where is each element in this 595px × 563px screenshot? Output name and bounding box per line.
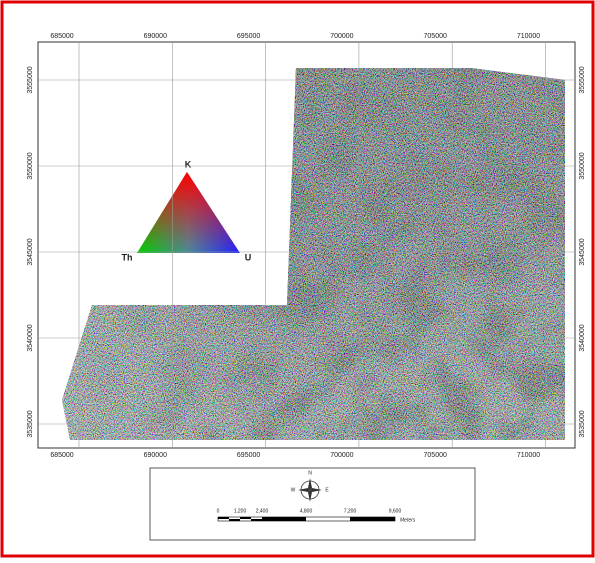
x-tick-label: 700000: [330, 33, 353, 40]
x-tick-label: 705000: [424, 452, 447, 459]
ternary-label: K: [185, 159, 192, 169]
y-tick-label: 3545000: [27, 238, 34, 265]
x-tick-label: 695000: [237, 33, 260, 40]
x-tick-label: 710000: [517, 33, 540, 40]
x-tick-label: 690000: [144, 452, 167, 459]
legend-box: [150, 468, 475, 540]
x-tick-label: 705000: [424, 33, 447, 40]
y-tick-label: 3545000: [579, 238, 586, 265]
y-tick-label: 3555000: [27, 66, 34, 93]
y-tick-label: 3535000: [579, 410, 586, 437]
compass-label: W: [291, 487, 296, 493]
scale-label: 2,400: [256, 508, 269, 514]
ternary-label: U: [245, 252, 252, 262]
scale-bar: [218, 517, 395, 521]
x-tick-label: 710000: [517, 452, 540, 459]
y-tick-label: 3550000: [579, 152, 586, 179]
scale-label: 1,200: [234, 508, 247, 514]
x-tick-label: 700000: [330, 452, 353, 459]
scale-label: 9,600: [389, 508, 402, 514]
map-page: K Th U 685000 685000 690000 690000 695000 695…: [0, 0, 595, 558]
y-tick-label: 3555000: [579, 66, 586, 93]
y-tick-label: 3540000: [27, 324, 34, 351]
scale-label: 4,800: [300, 508, 313, 514]
y-tick-label: 3535000: [27, 410, 34, 437]
y-tick-label: 3550000: [27, 152, 34, 179]
x-tick-label: 685000: [50, 452, 73, 459]
y-tick-label: 3540000: [579, 324, 586, 351]
scale-label: 0: [217, 508, 220, 514]
x-tick-label: 690000: [144, 33, 167, 40]
x-tick-label: 685000: [50, 33, 73, 40]
ternary-label: Th: [122, 252, 133, 262]
scale-label: 7,200: [344, 508, 357, 514]
scale-unit: Meters: [400, 517, 416, 523]
x-tick-label: 695000: [237, 452, 260, 459]
compass-label: N: [308, 470, 312, 476]
